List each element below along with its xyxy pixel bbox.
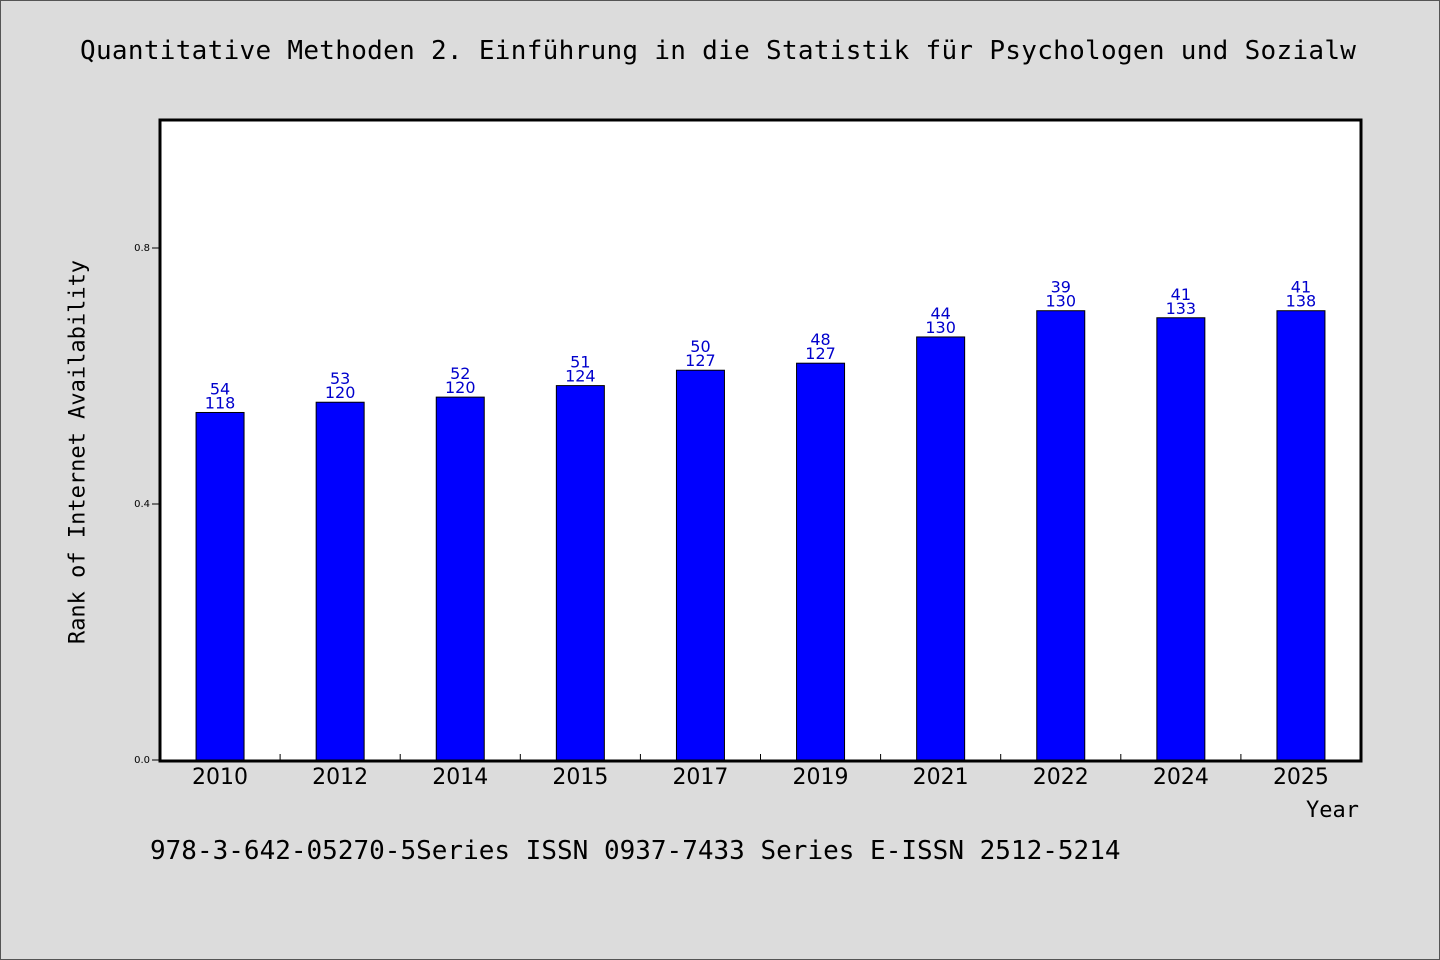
y-tick-label: 0.4 <box>134 499 150 510</box>
bar <box>435 396 485 761</box>
data-label-top: 48 <box>810 330 830 349</box>
data-label-top: 41 <box>1171 285 1191 304</box>
bar <box>195 411 245 761</box>
data-label-bottom: 124 <box>565 367 596 386</box>
data-label-top: 39 <box>1051 278 1071 297</box>
bar <box>315 401 365 761</box>
x-axis-ticks <box>279 754 1242 760</box>
bar <box>796 362 846 761</box>
data-label-bottom: 130 <box>1045 292 1076 311</box>
bar <box>1036 310 1086 761</box>
x-tick-label: 2014 <box>432 765 488 790</box>
x-tick-label: 2019 <box>793 765 849 790</box>
data-label-bottom: 133 <box>1166 299 1197 318</box>
y-axis-ticks: 0.0 0.4 0.8 <box>134 243 160 766</box>
bars <box>195 310 1326 761</box>
data-label-top: 53 <box>330 369 350 388</box>
data-label-bottom: 120 <box>445 378 476 397</box>
bar <box>1156 317 1206 761</box>
data-label-top: 52 <box>450 364 470 383</box>
chart-title: Quantitative Methoden 2. Einführung in d… <box>80 36 1357 66</box>
y-tick-label: 0.0 <box>134 755 150 766</box>
x-axis-tick-labels: 2010 2012 2014 2015 2017 2019 2021 2022 2024 2025 <box>192 765 1329 790</box>
x-tick-label: 2015 <box>552 765 608 790</box>
bar <box>675 369 725 761</box>
x-axis-label: Year <box>1306 798 1359 823</box>
data-label-top: 54 <box>210 379 230 398</box>
x-tick-label: 2024 <box>1153 765 1209 790</box>
bar <box>916 336 966 761</box>
data-label-bottom: 138 <box>1286 292 1317 311</box>
y-tick-label: 0.8 <box>134 243 150 254</box>
footer-isbn-issn: 978-3-642-05270-5Series ISSN 0937-7433 S… <box>150 836 1121 866</box>
x-tick-label: 2017 <box>672 765 728 790</box>
data-label-top: 44 <box>930 304 950 323</box>
data-label-bottom: 120 <box>325 383 356 402</box>
data-label-top: 50 <box>690 337 710 356</box>
data-label-top: 41 <box>1291 278 1311 297</box>
data-label-bottom: 130 <box>925 318 956 337</box>
bar <box>555 385 605 761</box>
x-tick-label: 2021 <box>913 765 969 790</box>
bar <box>1276 310 1326 761</box>
data-label-top: 51 <box>570 353 590 372</box>
x-tick-label: 2012 <box>312 765 368 790</box>
x-tick-label: 2010 <box>192 765 248 790</box>
data-label-bottom: 118 <box>205 393 236 412</box>
data-label-bottom: 127 <box>805 344 836 363</box>
x-tick-label: 2022 <box>1033 765 1089 790</box>
data-label-bottom: 127 <box>685 351 716 370</box>
x-tick-label: 2025 <box>1273 765 1329 790</box>
